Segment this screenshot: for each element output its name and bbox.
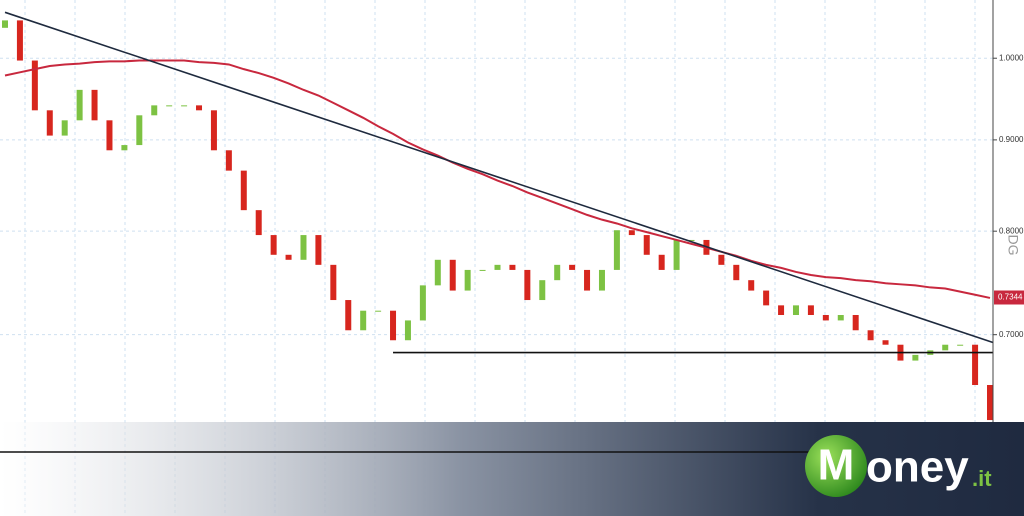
plot bbox=[0, 11, 994, 421]
candle bbox=[569, 264, 576, 270]
candle bbox=[106, 120, 113, 151]
candle bbox=[643, 235, 650, 255]
candle bbox=[181, 105, 188, 107]
candle bbox=[867, 330, 874, 341]
candle bbox=[61, 120, 68, 136]
candle bbox=[807, 305, 814, 316]
candle bbox=[136, 115, 143, 146]
candle bbox=[434, 259, 441, 286]
candle bbox=[584, 269, 591, 291]
candle bbox=[792, 305, 799, 316]
candle bbox=[121, 145, 128, 151]
candle bbox=[76, 89, 83, 121]
candle bbox=[255, 210, 262, 236]
candle bbox=[718, 254, 725, 265]
y-tick-label: 0.8000 bbox=[999, 226, 1024, 235]
logo-suffix: .it bbox=[972, 466, 992, 491]
candle bbox=[912, 354, 919, 361]
candle bbox=[404, 320, 411, 341]
candle bbox=[658, 254, 665, 270]
candle bbox=[733, 264, 740, 281]
y-tick-label: 0.9000 bbox=[999, 135, 1024, 144]
candle bbox=[31, 60, 38, 111]
candle bbox=[419, 285, 426, 321]
candle bbox=[315, 235, 322, 265]
candle bbox=[390, 310, 397, 341]
candle bbox=[673, 239, 680, 270]
candle bbox=[688, 239, 695, 241]
candle bbox=[598, 269, 605, 291]
candle bbox=[957, 344, 964, 346]
candle bbox=[16, 20, 23, 61]
candle bbox=[972, 344, 979, 386]
candle bbox=[509, 264, 516, 270]
candle bbox=[778, 305, 785, 316]
candle bbox=[225, 150, 232, 171]
last-value-box bbox=[994, 290, 1024, 305]
candle bbox=[464, 269, 471, 291]
candle bbox=[375, 310, 382, 312]
logo-badge bbox=[805, 435, 867, 497]
candle bbox=[539, 280, 546, 301]
candle bbox=[852, 315, 859, 331]
candle bbox=[882, 340, 889, 345]
candle bbox=[987, 385, 993, 421]
watermark: DG bbox=[1005, 235, 1021, 256]
last-value-label: 0.7344 bbox=[998, 293, 1023, 302]
candle bbox=[345, 300, 352, 331]
candle bbox=[837, 315, 844, 321]
candle bbox=[524, 269, 531, 301]
candle bbox=[330, 264, 337, 301]
candle bbox=[166, 105, 173, 107]
candle bbox=[449, 259, 456, 291]
candle bbox=[270, 235, 277, 255]
candle bbox=[91, 89, 98, 121]
candle bbox=[763, 290, 770, 306]
candle bbox=[196, 105, 203, 111]
candle bbox=[494, 264, 501, 270]
candle bbox=[822, 315, 829, 321]
moving-average bbox=[4, 59, 991, 299]
candle bbox=[210, 110, 217, 151]
candle bbox=[240, 170, 247, 211]
candle bbox=[285, 254, 292, 260]
y-tick-label: 0.7000 bbox=[999, 330, 1024, 339]
candle bbox=[2, 20, 8, 28]
candle bbox=[554, 264, 561, 281]
time-grid bbox=[24, 0, 976, 516]
candle bbox=[942, 344, 949, 351]
candle bbox=[479, 269, 486, 271]
candle bbox=[628, 230, 635, 236]
candle bbox=[613, 230, 620, 270]
logo-text: oney bbox=[866, 443, 969, 492]
candle bbox=[748, 280, 755, 291]
trendline bbox=[4, 11, 994, 344]
candle bbox=[300, 235, 307, 260]
logo-letter: M bbox=[818, 441, 855, 490]
y-tick-label: 1.0000 bbox=[999, 53, 1024, 62]
candle bbox=[360, 310, 367, 331]
candle bbox=[46, 110, 53, 136]
candle bbox=[151, 105, 158, 116]
